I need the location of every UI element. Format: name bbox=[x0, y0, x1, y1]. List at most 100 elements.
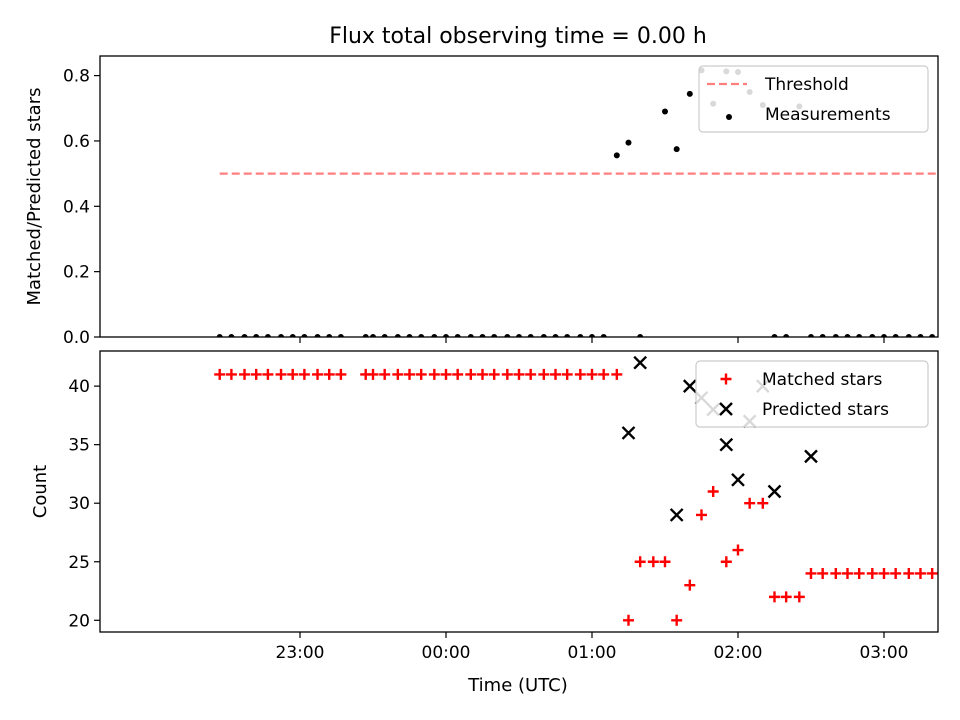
measurement-point bbox=[467, 334, 474, 337]
matched-star-point bbox=[214, 368, 226, 380]
legend-predicted-swatch bbox=[719, 402, 733, 416]
matched-star-point bbox=[312, 368, 324, 380]
matched-star-point bbox=[903, 567, 915, 579]
matched-star-point bbox=[757, 497, 769, 509]
y-tick-label: 0.8 bbox=[63, 67, 90, 87]
measurement-point bbox=[504, 334, 511, 337]
matched-star-point bbox=[647, 556, 659, 568]
matched-star-point bbox=[659, 556, 671, 568]
measurement-point bbox=[917, 334, 924, 337]
legend-label: Threshold bbox=[764, 75, 849, 95]
matched-star-point bbox=[525, 368, 537, 380]
measurement-point bbox=[216, 334, 223, 337]
legend-measurement-swatch bbox=[726, 114, 732, 120]
predicted-star-point bbox=[767, 484, 782, 499]
measurement-point bbox=[819, 334, 826, 337]
legend: Matched stars Predicted stars bbox=[695, 360, 929, 428]
measurement-point bbox=[381, 334, 388, 337]
matched-star-point bbox=[684, 579, 696, 591]
measurement-point bbox=[326, 334, 333, 337]
measurement-point bbox=[431, 334, 438, 337]
matched-star-point bbox=[298, 368, 310, 380]
y-tick-label: 35 bbox=[68, 436, 90, 456]
measurement-point bbox=[479, 334, 486, 337]
measurement-point bbox=[301, 334, 308, 337]
legend-box bbox=[695, 360, 929, 428]
measurement-point bbox=[600, 334, 607, 337]
y-tick-label: 40 bbox=[68, 377, 90, 397]
matched-star-point bbox=[367, 368, 379, 380]
measurement-point bbox=[454, 334, 461, 337]
matched-star-point bbox=[926, 567, 938, 579]
matched-star-point bbox=[598, 368, 610, 380]
legend-label: Measurements bbox=[765, 105, 891, 125]
x-tick-label: 02:00 bbox=[713, 643, 762, 663]
matched-star-point bbox=[611, 368, 623, 380]
x-tick-label: 23:00 bbox=[276, 643, 325, 663]
matched-star-point bbox=[335, 368, 347, 380]
matched-star-point bbox=[574, 368, 586, 380]
measurement-point bbox=[527, 334, 534, 337]
matched-star-point bbox=[841, 567, 853, 579]
measurement-point bbox=[540, 334, 547, 337]
matched-star-point bbox=[805, 567, 817, 579]
x-tick-label: 00:00 bbox=[422, 643, 471, 663]
plot-area bbox=[214, 355, 938, 626]
measurement-point bbox=[443, 334, 450, 337]
axes-frame bbox=[99, 350, 939, 633]
measurement-point bbox=[771, 334, 778, 337]
matched-star-point bbox=[793, 591, 805, 603]
matched-star-point bbox=[878, 567, 890, 579]
measurement-point bbox=[264, 334, 271, 337]
legend-matched-swatch bbox=[720, 373, 732, 385]
matched-star-point bbox=[379, 368, 391, 380]
measurement-point bbox=[362, 334, 369, 337]
measurement-point bbox=[880, 334, 887, 337]
y-tick-label: 20 bbox=[68, 611, 90, 631]
matched-star-point bbox=[477, 368, 489, 380]
matched-star-point bbox=[561, 368, 573, 380]
matched-star-point bbox=[549, 368, 561, 380]
measurement-point bbox=[588, 334, 595, 337]
matched-star-point bbox=[513, 368, 525, 380]
matched-star-point bbox=[586, 368, 598, 380]
matched-star-point bbox=[853, 567, 865, 579]
measurement-point bbox=[673, 146, 680, 153]
predicted-star-point bbox=[633, 355, 648, 370]
legend-label: Matched stars bbox=[762, 370, 882, 390]
matched-star-point bbox=[440, 368, 452, 380]
y-tick-label: 30 bbox=[68, 494, 90, 514]
measurement-point bbox=[278, 334, 285, 337]
matched-star-point bbox=[501, 368, 513, 380]
matched-star-point bbox=[250, 368, 262, 380]
legend-box bbox=[698, 65, 929, 133]
measurement-point bbox=[661, 108, 668, 115]
matched-star-point bbox=[275, 368, 287, 380]
measurement-point bbox=[552, 334, 559, 337]
measurement-point bbox=[625, 139, 632, 146]
measurement-point bbox=[637, 334, 644, 337]
matched-star-point bbox=[239, 368, 251, 380]
measurement-point bbox=[491, 334, 498, 337]
matched-star-point bbox=[744, 497, 756, 509]
predicted-star-point bbox=[669, 508, 684, 522]
y-tick-label: 25 bbox=[68, 553, 90, 573]
matched-star-point bbox=[287, 368, 299, 380]
matched-star-point bbox=[428, 368, 440, 380]
measurement-point bbox=[832, 334, 839, 337]
matched-star-point bbox=[262, 368, 274, 380]
matched-star-point bbox=[538, 368, 550, 380]
measurement-point bbox=[807, 334, 814, 337]
matched-star-point bbox=[720, 556, 732, 568]
matched-star-point bbox=[225, 368, 237, 380]
measurement-point bbox=[394, 334, 401, 337]
measurement-point bbox=[289, 334, 296, 337]
measurement-point bbox=[929, 334, 936, 337]
axes-frame bbox=[99, 55, 939, 338]
matched-star-point bbox=[634, 556, 646, 568]
predicted-star-point bbox=[682, 379, 697, 393]
x-tick-label: 03:00 bbox=[859, 643, 908, 663]
measurement-point bbox=[370, 334, 377, 337]
bottom-panel: 23:0000:0001:0002:0003:0004:002025303540… bbox=[30, 350, 939, 663]
